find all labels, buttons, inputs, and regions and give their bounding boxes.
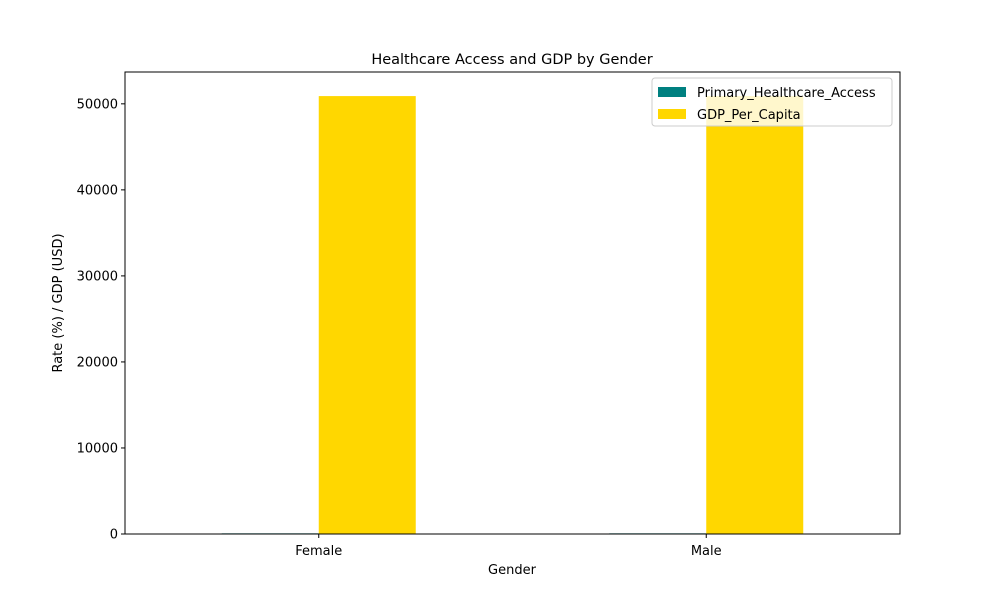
legend-label: Primary_Healthcare_Access — [697, 86, 876, 101]
plot-area: 0 10000 20000 30000 40000 50000 Female Male Prim… — [77, 71, 901, 559]
y-tick-label: 0 — [110, 528, 118, 543]
x-axis-label: Gender — [488, 563, 537, 578]
legend-swatch — [658, 109, 686, 119]
axes-frame — [124, 71, 901, 535]
bar-gdp-per-capita-male — [706, 96, 804, 534]
x-tick-label: Female — [295, 544, 342, 559]
y-tick-label: 20000 — [77, 355, 118, 370]
y-tick-label: 50000 — [77, 97, 118, 112]
y-tick-label: 40000 — [77, 183, 118, 198]
y-tick-label: 10000 — [77, 441, 118, 456]
y-tick-label: 30000 — [77, 269, 118, 284]
legend-box — [651, 77, 893, 127]
legend-swatch — [658, 87, 686, 97]
x-tick-label: Male — [691, 544, 722, 559]
y-axis-label: Rate (%) / GDP (USD) — [51, 233, 66, 372]
bar-gdp-per-capita-female — [318, 96, 416, 534]
legend-label: GDP_Per_Capita — [697, 108, 801, 123]
chart-title: Healthcare Access and GDP by Gender — [371, 52, 652, 68]
